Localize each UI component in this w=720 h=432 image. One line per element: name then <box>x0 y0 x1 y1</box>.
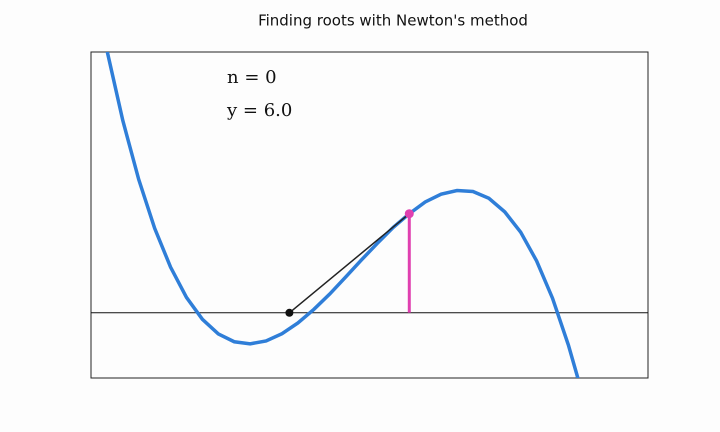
next-guess-point <box>285 308 294 317</box>
guess-point <box>404 209 414 219</box>
plot-area <box>90 51 649 379</box>
plot-layer <box>91 52 648 378</box>
tangent-line <box>288 213 410 314</box>
curve <box>105 52 580 378</box>
chart-title: Finding roots with Newton's method <box>258 12 528 30</box>
annotation: n = 0 <box>227 67 277 88</box>
annotation: y = 6.0 <box>226 100 292 121</box>
